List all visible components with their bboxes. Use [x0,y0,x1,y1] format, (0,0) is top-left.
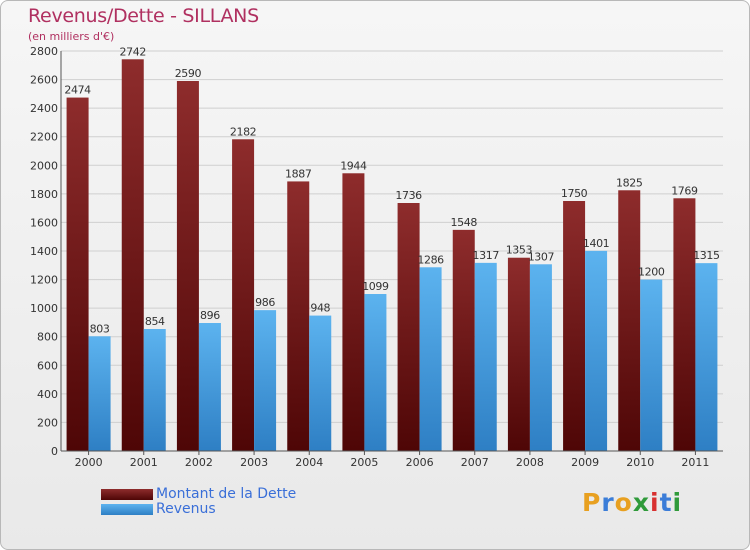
bar-debt [342,173,365,452]
y-tick-label: 2200 [30,131,58,144]
x-tick-label: 2001 [130,456,158,469]
data-label: 1769 [671,184,698,197]
bar-revenus [695,263,718,451]
bar-debt [563,201,586,451]
y-tick-label: 2800 [30,45,58,58]
bar-debt [176,81,199,451]
data-label: 803 [90,322,110,335]
logo-letter: x [632,488,650,517]
x-tick-label: 2011 [681,456,709,469]
data-label: 2590 [175,67,202,80]
y-tick-label: 1000 [30,302,58,315]
data-label: 1286 [417,253,444,266]
data-label: 1099 [362,280,389,293]
bar-debt [66,97,89,452]
y-tick-label: 1800 [30,188,58,201]
bar-revenus [364,294,387,451]
bar-revenus [198,323,221,451]
bar-debt [673,198,696,451]
y-tick-label: 400 [37,388,58,401]
x-tick-label: 2007 [461,456,489,469]
data-label: 986 [255,296,275,309]
bar-revenus [254,310,277,451]
y-tick-label: 2600 [30,74,58,87]
data-label: 1750 [561,187,588,200]
x-tick-label: 2010 [626,456,654,469]
bar-revenus [309,315,332,451]
bar-debt [397,203,420,451]
bar-revenus [585,250,608,451]
data-label: 1353 [506,244,533,257]
legend-label-debt: Montant de la Dette [156,486,297,502]
bar-debt [232,139,255,452]
data-label: 1548 [451,216,478,229]
data-label: 948 [310,302,330,315]
y-tick-label: 800 [37,331,58,344]
bar-debt [452,229,475,451]
x-tick-label: 2003 [240,456,268,469]
data-label: 1887 [285,167,312,180]
bar-revenus [529,264,552,451]
data-label: 1315 [693,249,720,262]
y-tick-label: 1600 [30,216,58,229]
legend-swatch-revenus [101,504,153,515]
y-tick-label: 1400 [30,245,58,258]
x-tick-label: 2002 [185,456,213,469]
bar-debt [287,181,310,451]
y-tick-label: 0 [51,445,58,458]
logo-letter: t [659,488,673,517]
y-tick-label: 2400 [30,102,58,115]
data-label: 1825 [616,176,643,189]
bar-debt [507,257,530,451]
x-tick-label: 2000 [75,456,103,469]
data-label: 896 [200,309,220,322]
bar-debt [618,190,641,452]
legend-swatch-debt [101,489,153,500]
y-tick-label: 600 [37,359,58,372]
data-label: 1317 [473,249,500,262]
y-tick-label: 2000 [30,159,58,172]
bar-revenus [88,336,111,451]
x-tick-label: 2006 [406,456,434,469]
chart-title: Revenus/Dette - SILLANS [28,5,259,27]
logo-letter: o [614,488,633,517]
y-tick-label: 200 [37,416,58,429]
data-label: 1200 [638,266,665,279]
logo-letter: r [601,488,615,517]
x-tick-label: 2005 [350,456,378,469]
x-tick-label: 2004 [295,456,323,469]
bar-revenus [640,279,663,451]
data-label: 2742 [120,45,146,58]
data-label: 2474 [64,84,91,97]
logo-letter: i [672,488,683,517]
data-label: 854 [145,315,165,328]
y-tick-label: 1200 [30,274,58,287]
data-label: 2182 [230,125,256,138]
data-label: 1944 [340,159,367,172]
x-tick-label: 2009 [571,456,599,469]
bar-revenus [474,262,497,451]
proxiti-logo: Proxiti [582,488,682,517]
bar-debt [121,59,144,452]
logo-letter: P [582,488,602,517]
legend-label-revenus: Revenus [156,501,216,517]
data-label: 1307 [528,250,555,263]
x-tick-label: 2008 [516,456,544,469]
bar-revenus [419,267,442,451]
data-label: 1736 [395,189,422,202]
logo-letter: i [650,488,660,517]
bar-revenus [143,329,166,451]
data-label: 1401 [583,237,609,250]
chart-subtitle: (en milliers d'€) [28,30,115,43]
